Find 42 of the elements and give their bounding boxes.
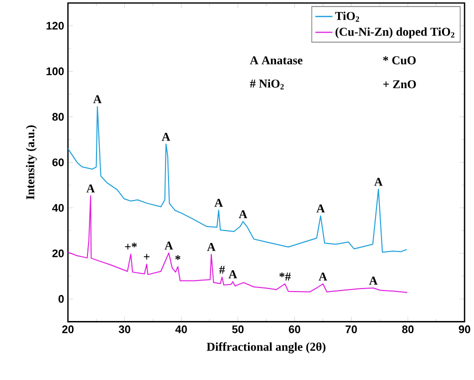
line-series [68,195,408,294]
annotation: A [162,133,170,141]
annotation: + [144,254,150,260]
annotation: +* [125,242,137,250]
annotation: + ZnO [383,80,416,88]
x-tick-label: 80 [402,326,414,334]
annotation: A [318,272,328,281]
x-tick-label: 30 [118,326,130,334]
annotation: *# [279,272,291,281]
annotation: A [214,199,223,207]
y-axis-title: Intensity (a.u.) [26,126,37,200]
line-series [68,106,408,253]
x-tick-label: 90 [458,326,470,334]
y-tick-label: 0 [58,295,64,303]
annotation: A [374,178,383,186]
x-tick-label: 20 [62,326,74,334]
x-tick-label: 50 [232,326,244,334]
annotation: A [369,276,378,285]
y-tick-label: 60 [52,158,64,166]
annotation: A [86,184,95,193]
annotation: * CuO [383,56,416,65]
y-tick-label: 80 [52,113,64,121]
legend-label: TiO$_{2}$ [335,12,360,22]
annotation: A Anatase [250,56,302,65]
y-tick-label: 20 [52,250,64,258]
y-tick-label: 40 [52,204,64,212]
x-axis-title: Diffractional angle (2θ) [206,342,326,354]
annotation: # [219,266,225,274]
legend-label: (Cu-Ni-Zn) doped TiO$_{2}$ [336,28,454,38]
annotation: # NiO$_{2}$ [250,79,284,90]
x-tick-label: 60 [288,326,300,334]
annotation: A [207,243,216,252]
y-tick-label: 120 [46,22,64,30]
annotation: A [93,95,102,104]
annotation: * [175,255,180,260]
x-tick-label: 40 [175,326,187,334]
x-tick-label: 70 [346,326,357,334]
annotation: A [228,270,238,278]
annotation: A [316,204,325,213]
annotation: A [164,242,174,250]
annotation: A [238,210,248,218]
y-tick-label: 100 [46,68,64,76]
